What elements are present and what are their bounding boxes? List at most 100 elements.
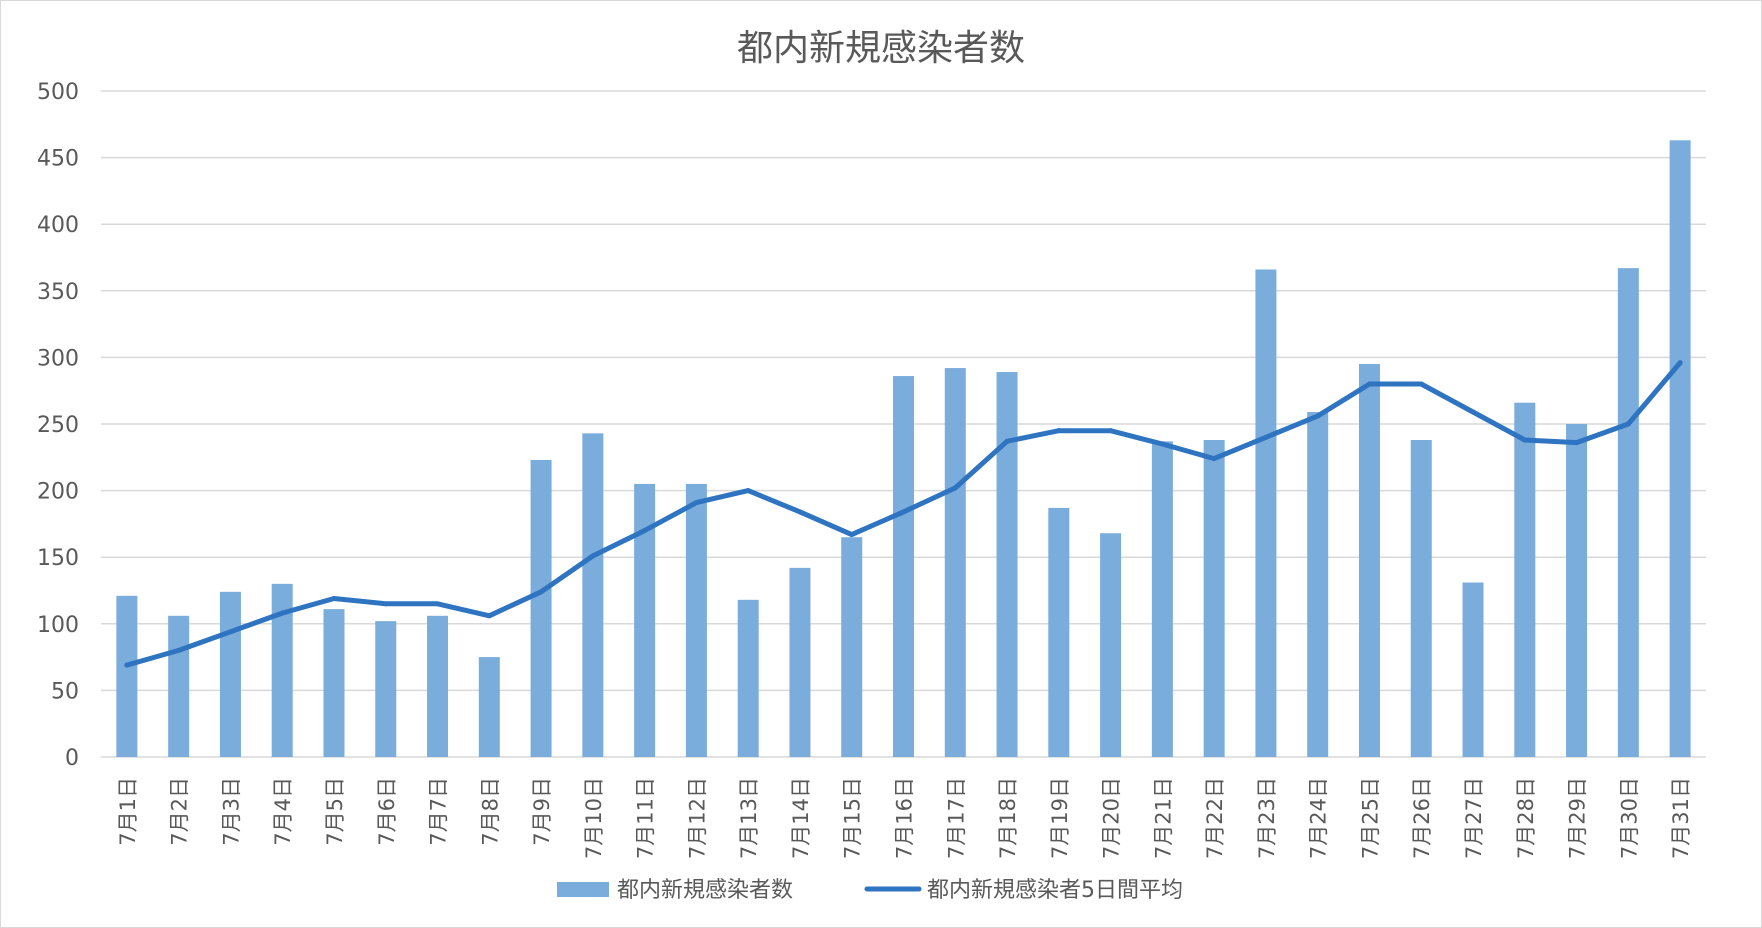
x-tick-label: 7月18日: [996, 777, 1020, 859]
legend-bar-swatch: [557, 882, 609, 897]
bar: [996, 372, 1018, 757]
x-tick-label: 7月12日: [685, 777, 709, 859]
y-tick-label: 200: [37, 480, 79, 505]
bar: [323, 609, 345, 757]
line-point: [227, 629, 233, 635]
line-point: [745, 488, 751, 494]
legend-bar-label: 都内新規感染者数: [617, 878, 793, 903]
bar: [375, 621, 397, 757]
line-point: [279, 610, 285, 616]
y-tick-label: 300: [37, 346, 79, 371]
line-point: [1159, 441, 1165, 447]
line-series: [124, 360, 1683, 668]
x-tick-label: 7月5日: [323, 777, 347, 846]
legend-line-label: 都内新規感染者5日間平均: [927, 878, 1183, 903]
line-point: [952, 485, 958, 491]
bar: [1617, 268, 1639, 757]
y-tick-label: 350: [37, 280, 79, 305]
bar: [1358, 364, 1380, 757]
line-point: [1366, 381, 1372, 387]
x-tick-label: 7月24日: [1307, 777, 1331, 859]
bar-series: [116, 140, 1691, 757]
x-tick-label: 7月19日: [1048, 777, 1072, 859]
y-tick-label: 150: [37, 546, 79, 571]
x-tick-label: 7月10日: [582, 777, 606, 859]
bar: [685, 483, 707, 757]
chart-title: 都内新規感染者数: [737, 28, 1025, 69]
y-tick-label: 0: [65, 746, 79, 771]
x-tick-label: 7月4日: [271, 777, 295, 846]
line-point: [383, 601, 389, 607]
line-point: [1004, 438, 1010, 444]
bar: [841, 537, 863, 757]
line-point: [1056, 428, 1062, 434]
bar: [1462, 582, 1484, 757]
bar: [168, 615, 190, 757]
x-tick-label: 7月9日: [530, 777, 554, 846]
line-point: [1315, 413, 1321, 419]
x-tick-label: 7月21日: [1151, 777, 1175, 859]
x-tick-label: 7月2日: [168, 777, 192, 846]
bar: [634, 483, 656, 757]
y-axis-ticks: 0 50 100 150 200 250 300 350 400 450 500: [37, 80, 79, 771]
bar: [737, 599, 759, 757]
line-point: [642, 528, 648, 534]
line-point: [1211, 456, 1217, 462]
bar: [1048, 507, 1070, 757]
bar: [1203, 439, 1225, 757]
x-tick-label: 7月27日: [1462, 777, 1486, 859]
x-tick-label: 7月15日: [841, 777, 865, 859]
line-point: [1625, 421, 1631, 427]
y-tick-label: 450: [37, 147, 79, 172]
y-tick-label: 250: [37, 413, 79, 438]
line-point: [1108, 428, 1114, 434]
bar: [271, 583, 293, 757]
x-tick-label: 7月20日: [1100, 777, 1124, 859]
bar: [1151, 441, 1173, 757]
x-tick-label: 7月16日: [893, 777, 917, 859]
x-tick-label: 7月23日: [1255, 777, 1279, 859]
x-tick-label: 7月28日: [1514, 777, 1538, 859]
x-tick-label: 7月29日: [1566, 777, 1590, 859]
x-tick-label: 7月7日: [427, 777, 451, 846]
y-tick-label: 50: [51, 679, 79, 704]
x-tick-label: 7月17日: [944, 777, 968, 859]
bar: [789, 567, 811, 757]
y-tick-label: 100: [37, 613, 79, 638]
line-point: [1263, 434, 1269, 440]
bar: [582, 433, 604, 757]
line-point: [435, 601, 441, 607]
x-tick-label: 7月30日: [1617, 777, 1641, 859]
bar: [1100, 533, 1122, 757]
line-point: [1522, 437, 1528, 443]
bar: [1669, 140, 1691, 757]
line-point: [176, 647, 182, 653]
line-point: [797, 509, 803, 515]
x-axis-ticks: 7月1日 7月2日 7月3日 7月4日 7月5日 7月6日 7月7日 7月8日 7月9日 7月10…: [116, 777, 1693, 859]
line-point: [1470, 409, 1476, 415]
x-tick-label: 7月25日: [1358, 777, 1382, 859]
line-point: [590, 553, 596, 559]
line-point: [538, 589, 544, 595]
x-tick-label: 7月31日: [1669, 777, 1693, 859]
legend: 都内新規感染者数 都内新規感染者5日間平均: [557, 878, 1183, 903]
line-point: [1677, 360, 1683, 366]
line-point: [901, 509, 906, 515]
line-point: [486, 613, 492, 619]
line-point: [693, 500, 699, 506]
bar: [1566, 424, 1588, 757]
line-point: [849, 532, 855, 538]
bar: [1307, 412, 1329, 757]
x-tick-label: 7月13日: [737, 777, 761, 859]
bar: [478, 657, 500, 757]
x-tick-label: 7月1日: [116, 777, 140, 846]
bar: [427, 615, 449, 757]
line-point: [1418, 381, 1424, 387]
bar: [893, 376, 914, 757]
x-tick-label: 7月22日: [1203, 777, 1227, 859]
line-point: [1574, 440, 1580, 446]
x-tick-label: 7月11日: [634, 777, 658, 859]
bar: [530, 459, 552, 757]
